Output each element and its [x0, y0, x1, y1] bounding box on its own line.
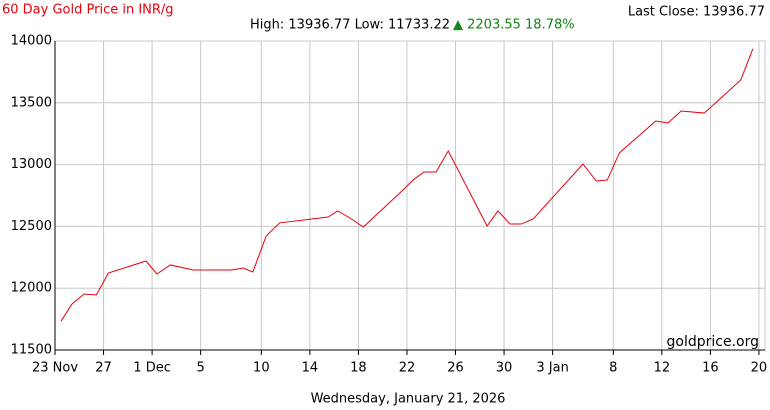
y-tick-label: 12500	[11, 219, 52, 234]
last-close: Last Close: 13936.77	[628, 5, 765, 20]
price-line	[60, 48, 754, 322]
high-low: High: 13936.77 Low: 11733.22	[250, 18, 450, 33]
x-tick-label: 16	[702, 361, 719, 376]
x-tick-label: 5	[197, 361, 205, 376]
x-tick-label: 22	[399, 361, 416, 376]
y-tick-label: 12000	[11, 281, 52, 296]
x-tick-label: 27	[95, 361, 112, 376]
y-tick-label: 11500	[11, 343, 52, 358]
x-tick-label: 23 Nov	[32, 361, 78, 376]
chart-title: 60 Day Gold Price in INR/g	[2, 3, 174, 18]
watermark: goldprice.org	[667, 334, 759, 350]
x-tick-label: 18	[350, 361, 367, 376]
y-tick-label: 14000	[11, 34, 52, 49]
plot-frame	[54, 40, 766, 351]
x-tick-label: 8	[609, 361, 617, 376]
date-caption: Wednesday, January 21, 2026	[311, 392, 506, 407]
x-tick-label: 3 Jan	[536, 361, 568, 376]
x-tick-label: 20	[751, 361, 768, 376]
x-tick-label: 1 Dec	[133, 361, 171, 376]
x-tick-label: 26	[447, 361, 464, 376]
y-tick-label: 13500	[11, 95, 52, 110]
x-tick-label: 10	[253, 361, 270, 376]
x-tick-label: 30	[496, 361, 513, 376]
y-tick-label: 13000	[11, 157, 52, 172]
x-tick-label: 14	[302, 361, 319, 376]
change: ▲ 2203.55 18.78%	[453, 18, 575, 33]
x-tick-label: 12	[654, 361, 671, 376]
